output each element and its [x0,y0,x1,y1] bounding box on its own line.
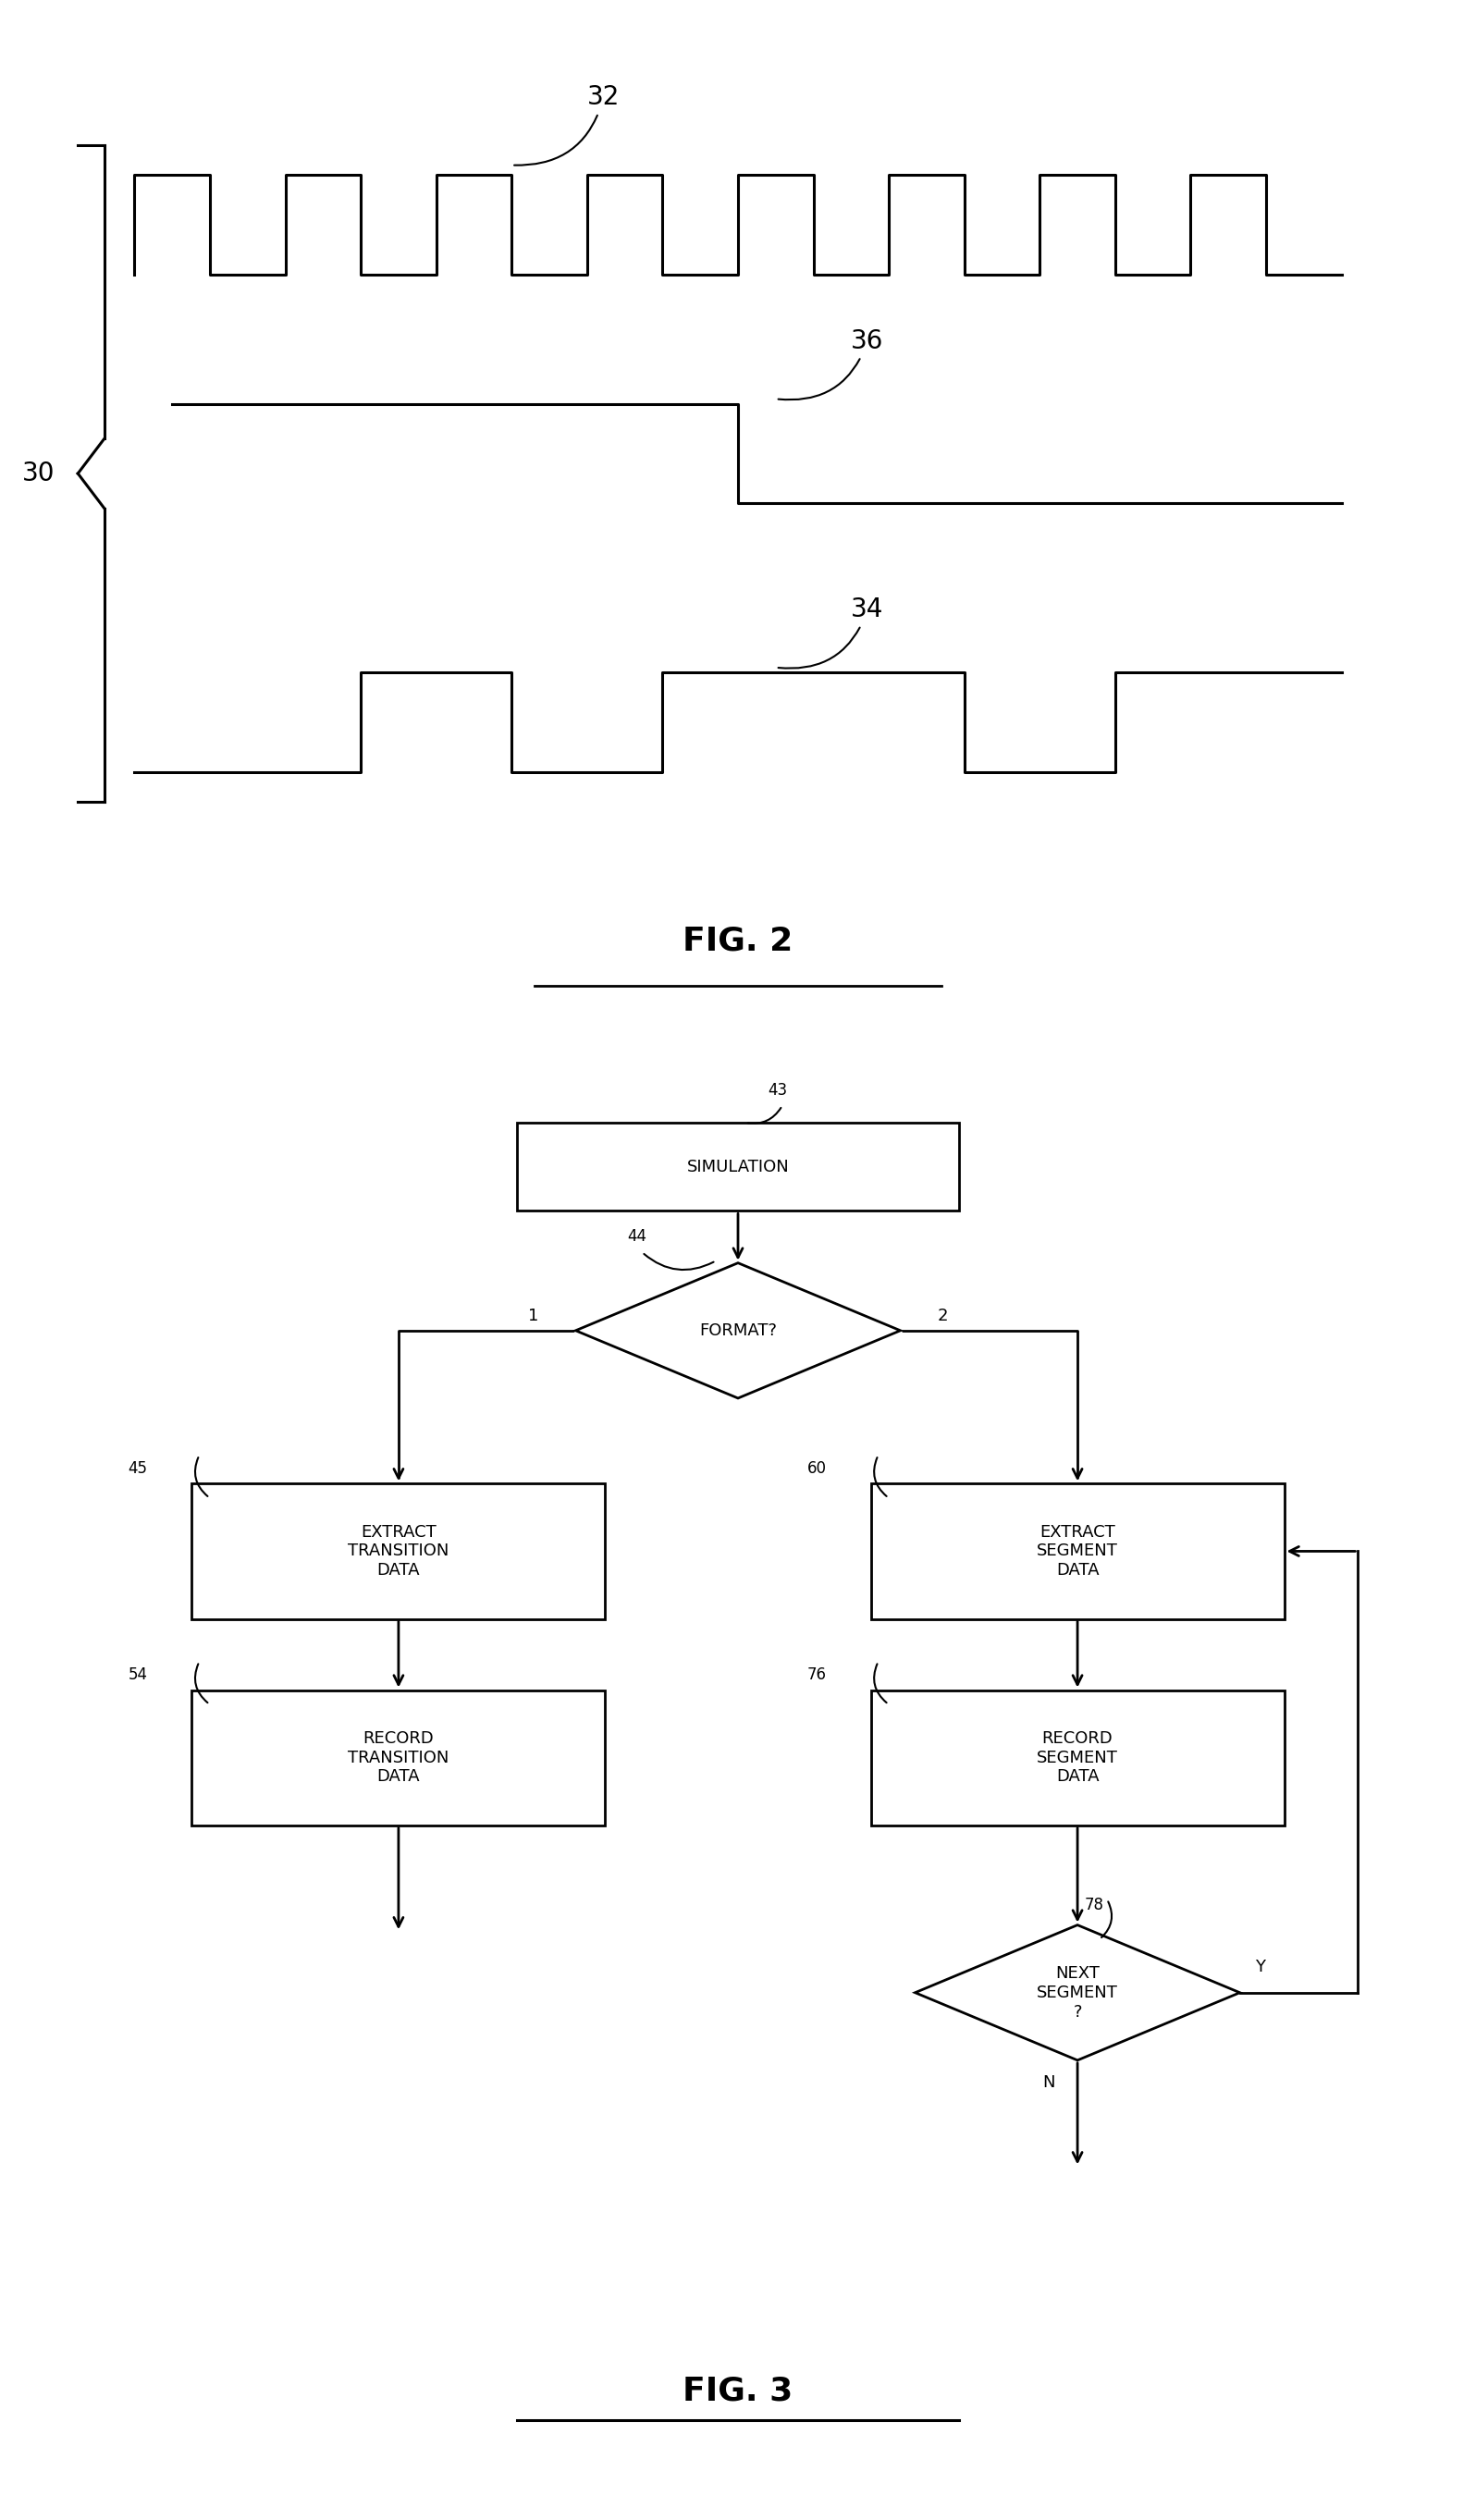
Bar [871,1691,1284,1824]
Text: RECORD
TRANSITION
DATA: RECORD TRANSITION DATA [348,1731,449,1784]
Text: 44: 44 [627,1227,646,1245]
Text: 45: 45 [128,1459,148,1477]
Text: FIG. 2: FIG. 2 [683,925,793,958]
Polygon shape [576,1263,900,1399]
Text: EXTRACT
SEGMENT
DATA: EXTRACT SEGMENT DATA [1036,1525,1119,1580]
Text: 36: 36 [778,328,884,401]
Bar [192,1484,605,1618]
Text: SIMULATION: SIMULATION [686,1159,790,1174]
Text: 43: 43 [768,1081,787,1099]
Bar [871,1484,1284,1618]
Text: RECORD
SEGMENT
DATA: RECORD SEGMENT DATA [1036,1731,1119,1784]
Text: 76: 76 [807,1666,827,1683]
Text: FORMAT?: FORMAT? [700,1323,776,1338]
Text: 30: 30 [22,461,55,486]
Text: 1: 1 [528,1308,539,1326]
Polygon shape [915,1925,1240,2061]
Text: 34: 34 [778,597,884,668]
Bar [517,1124,959,1212]
Text: EXTRACT
TRANSITION
DATA: EXTRACT TRANSITION DATA [348,1525,449,1580]
Text: 60: 60 [807,1459,827,1477]
Text: 2: 2 [937,1308,948,1326]
Text: Y: Y [1255,1958,1265,1976]
Text: 32: 32 [514,86,620,166]
Text: NEXT
SEGMENT
?: NEXT SEGMENT ? [1036,1966,1119,2021]
Text: 78: 78 [1085,1898,1104,1913]
Text: 54: 54 [128,1666,148,1683]
Bar [192,1691,605,1824]
Text: N: N [1044,2074,1055,2092]
Text: FIG. 3: FIG. 3 [683,2376,793,2407]
